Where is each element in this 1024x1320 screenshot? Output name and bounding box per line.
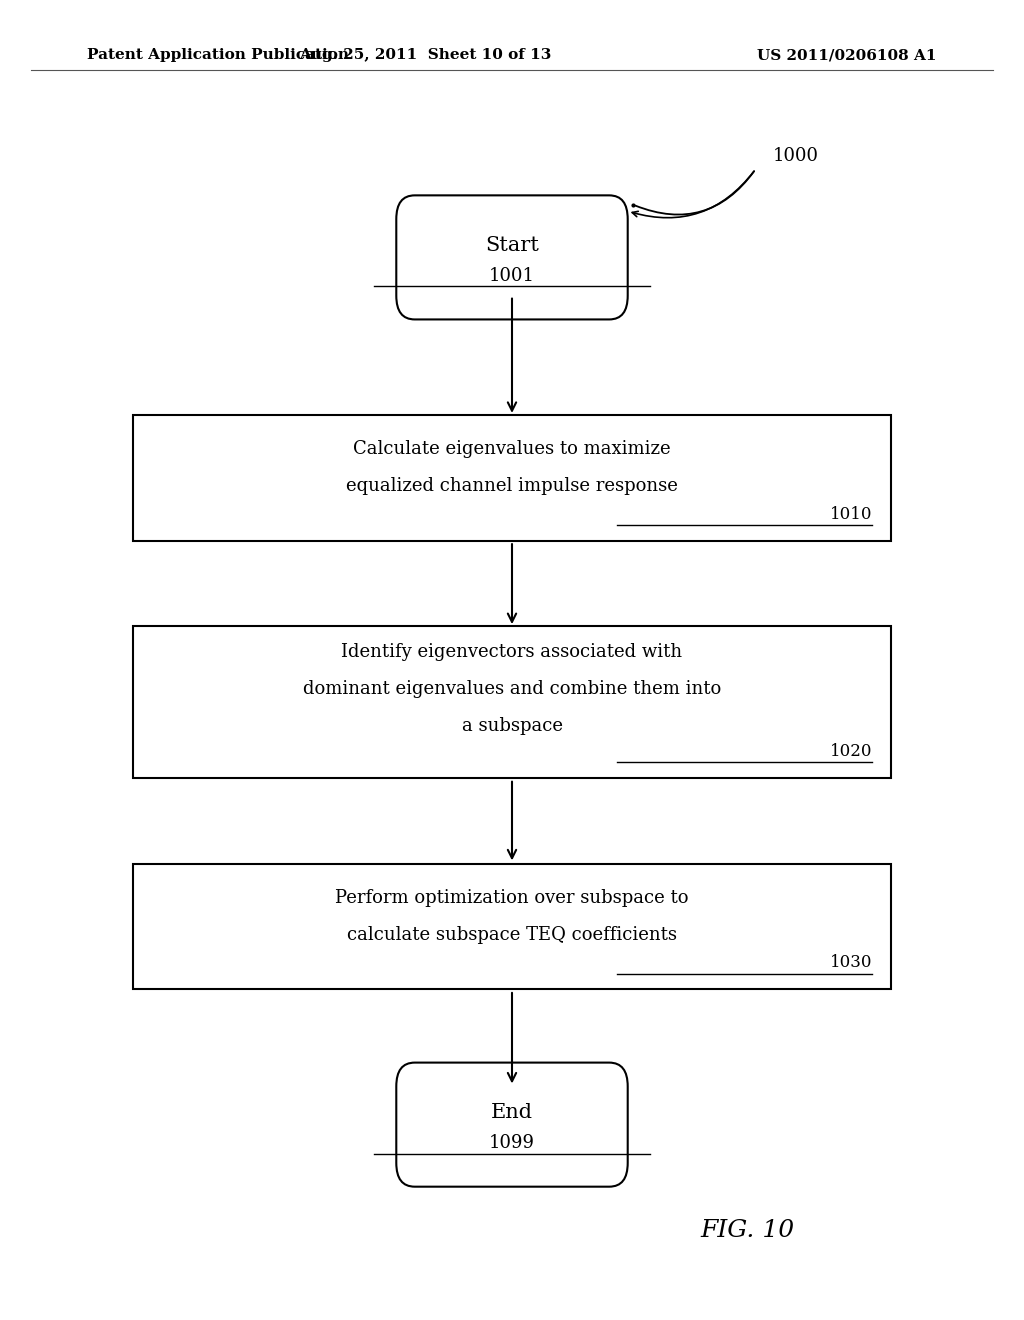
FancyBboxPatch shape [396, 195, 628, 319]
Text: FIG. 10: FIG. 10 [700, 1218, 795, 1242]
Text: 1099: 1099 [489, 1134, 535, 1152]
Text: a subspace: a subspace [462, 717, 562, 735]
Text: Patent Application Publication: Patent Application Publication [87, 49, 349, 62]
Text: US 2011/0206108 A1: US 2011/0206108 A1 [758, 49, 937, 62]
FancyBboxPatch shape [133, 626, 891, 777]
Text: 1000: 1000 [773, 147, 819, 165]
Text: calculate subspace TEQ coefficients: calculate subspace TEQ coefficients [347, 925, 677, 944]
Text: 1010: 1010 [829, 506, 872, 523]
FancyBboxPatch shape [396, 1063, 628, 1187]
Text: Calculate eigenvalues to maximize: Calculate eigenvalues to maximize [353, 440, 671, 458]
Text: Aug. 25, 2011  Sheet 10 of 13: Aug. 25, 2011 Sheet 10 of 13 [299, 49, 551, 62]
Text: Start: Start [485, 236, 539, 255]
Text: End: End [490, 1104, 534, 1122]
Text: Identify eigenvectors associated with: Identify eigenvectors associated with [341, 643, 683, 661]
Text: 1020: 1020 [829, 743, 872, 760]
Text: dominant eigenvalues and combine them into: dominant eigenvalues and combine them in… [303, 680, 721, 698]
FancyBboxPatch shape [133, 863, 891, 990]
FancyBboxPatch shape [133, 414, 891, 541]
Text: Perform optimization over subspace to: Perform optimization over subspace to [335, 888, 689, 907]
Text: 1001: 1001 [489, 267, 535, 285]
Text: 1030: 1030 [829, 954, 872, 972]
Text: equalized channel impulse response: equalized channel impulse response [346, 477, 678, 495]
